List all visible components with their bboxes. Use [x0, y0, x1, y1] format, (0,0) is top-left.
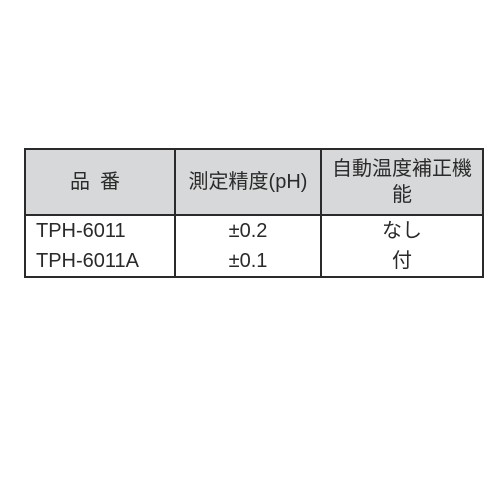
cell-model: TPH-6011	[25, 215, 175, 246]
col-header-model: 品番	[25, 149, 175, 215]
col-header-accuracy: 測定精度(pH)	[175, 149, 321, 215]
cell-atc: なし	[321, 215, 483, 246]
spec-table: 品番 測定精度(pH) 自動温度補正機能 TPH-6011 ±0.2 なし TP…	[24, 148, 484, 278]
cell-atc: 付	[321, 246, 483, 277]
cell-accuracy: ±0.2	[175, 215, 321, 246]
table-row: TPH-6011A ±0.1 付	[25, 246, 483, 277]
table-row: TPH-6011 ±0.2 なし	[25, 215, 483, 246]
cell-accuracy: ±0.1	[175, 246, 321, 277]
spec-table-wrap: 品番 測定精度(pH) 自動温度補正機能 TPH-6011 ±0.2 なし TP…	[24, 148, 482, 278]
page: 品番 測定精度(pH) 自動温度補正機能 TPH-6011 ±0.2 なし TP…	[0, 0, 500, 500]
col-header-atc: 自動温度補正機能	[321, 149, 483, 215]
table-header-row: 品番 測定精度(pH) 自動温度補正機能	[25, 149, 483, 215]
cell-model: TPH-6011A	[25, 246, 175, 277]
